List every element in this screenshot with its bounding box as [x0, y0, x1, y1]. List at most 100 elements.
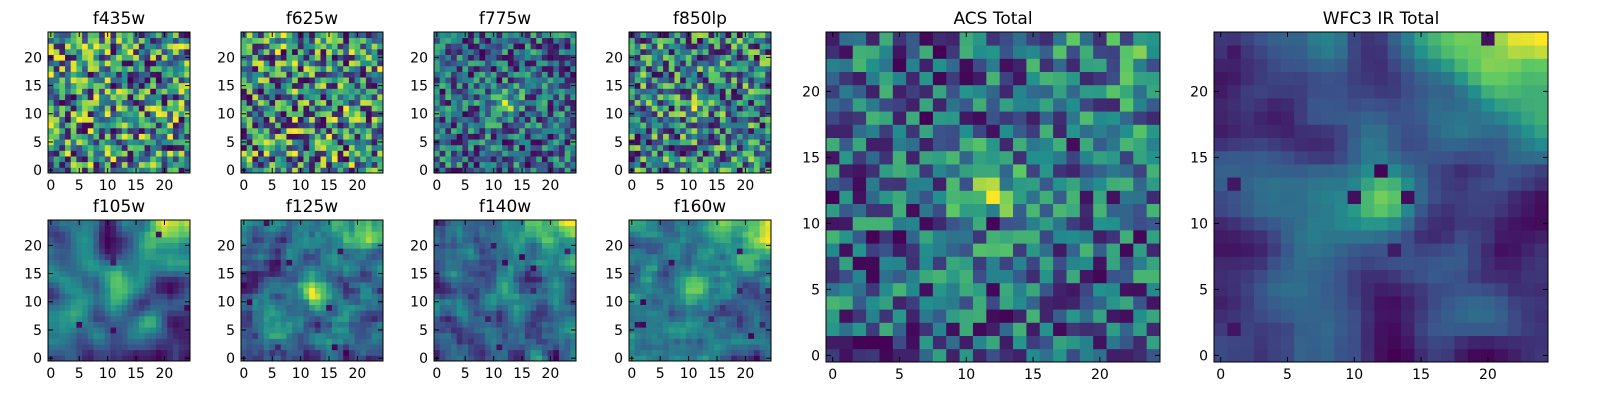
heatmap-cell [110, 127, 117, 134]
heatmap-cell [646, 127, 653, 134]
heatmap-cell [53, 32, 60, 39]
heatmap-cell [439, 338, 446, 345]
heatmap-cell [714, 327, 721, 334]
heatmap-cell [558, 282, 566, 289]
heatmap-cell [87, 225, 94, 232]
heatmap-cell [99, 327, 106, 334]
heatmap-cell [765, 293, 772, 300]
heatmap-cell [451, 105, 458, 112]
heatmap-cell [697, 82, 704, 89]
heatmap-cell [275, 99, 282, 106]
heatmap-cell [121, 304, 128, 311]
heatmap-cell [161, 315, 168, 322]
heatmap-cell [445, 77, 452, 84]
heatmap-cell [360, 248, 367, 255]
heatmap-cell [519, 82, 526, 89]
heatmap-cell [167, 265, 174, 272]
heatmap-cell [434, 133, 441, 140]
heatmap-cell [87, 242, 94, 249]
heatmap-cell [144, 105, 151, 112]
heatmap-cell [365, 161, 373, 168]
heatmap-cell [116, 282, 123, 289]
heatmap-cell [507, 242, 514, 249]
heatmap-cell [70, 321, 77, 328]
heatmap-cell [110, 156, 117, 163]
heatmap-cell [121, 156, 128, 163]
heatmap-cell [252, 349, 259, 356]
heatmap-cell [651, 94, 658, 101]
heatmap-cell [337, 253, 344, 260]
heatmap-cell [65, 298, 72, 305]
heatmap-cell [451, 248, 458, 255]
heatmap-cell [337, 122, 344, 129]
heatmap-cell [65, 355, 72, 362]
heatmap-cell [759, 344, 766, 351]
heatmap-cell [121, 344, 128, 351]
heatmap-cell [53, 315, 60, 322]
heatmap-cell [736, 338, 743, 345]
heatmap-cell [365, 282, 373, 289]
heatmap-cell [110, 276, 117, 283]
heatmap-cell [753, 43, 761, 50]
heatmap-cell [536, 270, 543, 277]
heatmap-cell [309, 315, 316, 322]
heatmap-cell [121, 231, 128, 238]
heatmap-cell [668, 150, 675, 157]
heatmap-cell [65, 270, 72, 277]
heatmap-cell [564, 344, 571, 351]
heatmap-cell [553, 32, 560, 39]
heatmap-cell [490, 54, 497, 61]
heatmap-cell [337, 220, 344, 227]
heatmap-cell [121, 144, 128, 151]
heatmap-cell [714, 298, 721, 305]
heatmap-cell [502, 282, 509, 289]
heatmap-cell [104, 99, 111, 106]
heatmap-cell [138, 248, 145, 255]
heatmap-cell [121, 349, 128, 356]
heatmap-cell [144, 122, 151, 129]
heatmap-cell [634, 310, 641, 317]
heatmap-cell [547, 139, 554, 146]
heatmap-cell [87, 231, 94, 238]
heatmap-cell [541, 94, 548, 101]
heatmap-cell [445, 150, 452, 157]
heatmap-cell [541, 231, 548, 238]
heatmap-cell [110, 60, 117, 67]
heatmap-cell [87, 60, 94, 67]
heatmap-cell [657, 270, 664, 277]
heatmap-cell [564, 282, 571, 289]
heatmap-cell [468, 225, 475, 232]
heatmap-cell [241, 338, 248, 345]
heatmap-cell [377, 231, 384, 238]
heatmap-cell [314, 253, 321, 260]
heatmap-cell [241, 310, 248, 317]
heatmap-cell [553, 304, 560, 311]
heatmap-cell [434, 105, 441, 112]
heatmap-cell [680, 54, 687, 61]
heatmap-cell [303, 259, 310, 266]
heatmap-cell [178, 270, 185, 277]
heatmap-cell [365, 127, 373, 134]
heatmap-cell [513, 220, 520, 227]
heatmap-cell [558, 110, 566, 117]
heatmap-cell [702, 122, 709, 129]
heatmap-cell [496, 32, 503, 39]
heatmap-cell [53, 43, 60, 50]
heatmap-cell [714, 310, 721, 317]
heatmap-cell [736, 293, 743, 300]
heatmap-cell [668, 32, 675, 39]
heatmap-cell [127, 54, 134, 61]
heatmap-cell [736, 77, 743, 84]
heatmap-cell [365, 259, 373, 266]
heatmap-cell [150, 71, 157, 78]
heatmap-cell [564, 32, 571, 39]
heatmap-cell [360, 332, 367, 339]
heatmap-cell [286, 150, 293, 157]
heatmap-cell [765, 32, 772, 39]
heatmap-cell [651, 32, 658, 39]
heatmap-cell [541, 161, 548, 168]
heatmap-cell [337, 242, 344, 249]
heatmap-cell [337, 282, 344, 289]
heatmap-cell [663, 133, 670, 140]
heatmap-cell [507, 355, 514, 362]
